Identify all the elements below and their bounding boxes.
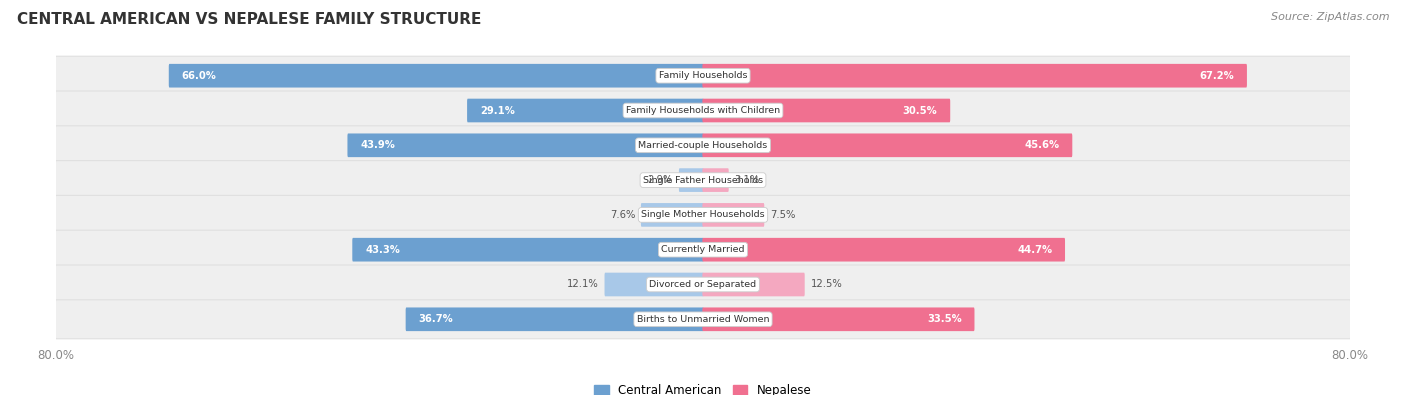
- FancyBboxPatch shape: [467, 99, 703, 122]
- Text: Divorced or Separated: Divorced or Separated: [650, 280, 756, 289]
- FancyBboxPatch shape: [353, 238, 703, 261]
- Text: CENTRAL AMERICAN VS NEPALESE FAMILY STRUCTURE: CENTRAL AMERICAN VS NEPALESE FAMILY STRU…: [17, 12, 481, 27]
- FancyBboxPatch shape: [55, 161, 1351, 199]
- FancyBboxPatch shape: [55, 196, 1351, 234]
- FancyBboxPatch shape: [703, 273, 804, 296]
- Text: Currently Married: Currently Married: [661, 245, 745, 254]
- Text: Births to Unmarried Women: Births to Unmarried Women: [637, 315, 769, 324]
- Text: 45.6%: 45.6%: [1025, 140, 1060, 150]
- FancyBboxPatch shape: [703, 64, 1247, 88]
- Text: 43.3%: 43.3%: [366, 245, 399, 255]
- Text: 66.0%: 66.0%: [181, 71, 217, 81]
- FancyBboxPatch shape: [55, 56, 1351, 95]
- Text: 36.7%: 36.7%: [419, 314, 453, 324]
- Text: Married-couple Households: Married-couple Households: [638, 141, 768, 150]
- Text: 29.1%: 29.1%: [479, 105, 515, 115]
- FancyBboxPatch shape: [703, 307, 974, 331]
- Legend: Central American, Nepalese: Central American, Nepalese: [589, 380, 817, 395]
- Text: 12.1%: 12.1%: [567, 280, 599, 290]
- FancyBboxPatch shape: [55, 230, 1351, 269]
- Text: 3.1%: 3.1%: [734, 175, 759, 185]
- FancyBboxPatch shape: [703, 99, 950, 122]
- Text: 2.9%: 2.9%: [648, 175, 673, 185]
- Text: Single Father Households: Single Father Households: [643, 176, 763, 184]
- FancyBboxPatch shape: [347, 134, 703, 157]
- Text: 30.5%: 30.5%: [903, 105, 938, 115]
- FancyBboxPatch shape: [703, 134, 1073, 157]
- Text: Single Mother Households: Single Mother Households: [641, 211, 765, 219]
- FancyBboxPatch shape: [605, 273, 703, 296]
- FancyBboxPatch shape: [679, 168, 703, 192]
- Text: 7.6%: 7.6%: [610, 210, 636, 220]
- Text: 43.9%: 43.9%: [360, 140, 395, 150]
- Text: 12.5%: 12.5%: [810, 280, 842, 290]
- Text: 44.7%: 44.7%: [1017, 245, 1052, 255]
- FancyBboxPatch shape: [703, 203, 765, 227]
- FancyBboxPatch shape: [55, 91, 1351, 130]
- Text: Family Households: Family Households: [659, 71, 747, 80]
- Text: 67.2%: 67.2%: [1199, 71, 1234, 81]
- FancyBboxPatch shape: [169, 64, 703, 88]
- FancyBboxPatch shape: [641, 203, 703, 227]
- FancyBboxPatch shape: [703, 168, 728, 192]
- Text: 33.5%: 33.5%: [927, 314, 962, 324]
- FancyBboxPatch shape: [703, 238, 1064, 261]
- Text: 7.5%: 7.5%: [770, 210, 796, 220]
- FancyBboxPatch shape: [55, 265, 1351, 304]
- FancyBboxPatch shape: [55, 300, 1351, 339]
- Text: Source: ZipAtlas.com: Source: ZipAtlas.com: [1271, 12, 1389, 22]
- FancyBboxPatch shape: [55, 126, 1351, 165]
- FancyBboxPatch shape: [406, 307, 703, 331]
- Text: Family Households with Children: Family Households with Children: [626, 106, 780, 115]
